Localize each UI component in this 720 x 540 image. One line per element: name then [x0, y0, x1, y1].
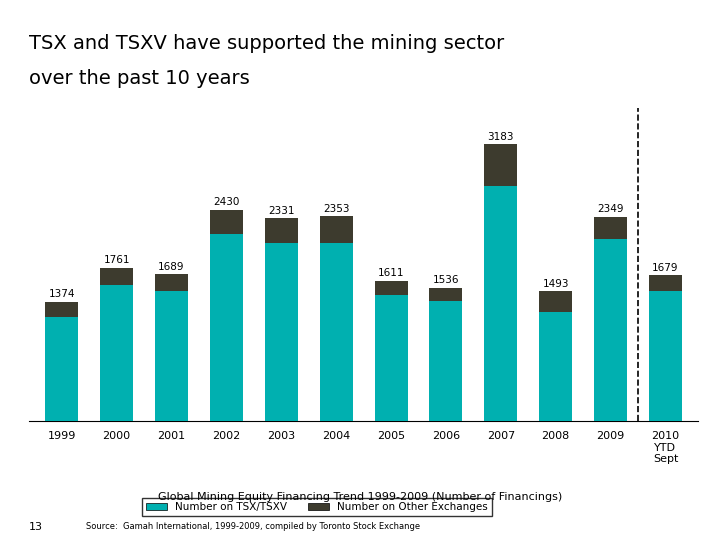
- Text: 1689: 1689: [158, 262, 185, 272]
- Bar: [320, 217, 353, 243]
- Bar: [594, 217, 627, 239]
- Bar: [265, 218, 298, 243]
- Text: over the past 10 years: over the past 10 years: [29, 69, 250, 88]
- Text: TSX and TSXV have supported the mining sector: TSX and TSXV have supported the mining s…: [29, 33, 504, 53]
- Text: 1761: 1761: [104, 255, 130, 265]
- Text: 1536: 1536: [433, 275, 459, 285]
- Bar: [429, 301, 462, 421]
- Text: 1679: 1679: [652, 262, 679, 273]
- Bar: [594, 239, 627, 421]
- Text: 13: 13: [29, 522, 42, 531]
- Bar: [100, 286, 133, 421]
- Bar: [374, 281, 408, 295]
- Text: 3183: 3183: [487, 132, 514, 141]
- Text: 2353: 2353: [323, 204, 349, 214]
- Bar: [155, 291, 188, 421]
- Bar: [649, 291, 682, 421]
- Bar: [539, 313, 572, 421]
- Text: 1374: 1374: [48, 289, 75, 299]
- Bar: [485, 186, 517, 421]
- Bar: [100, 268, 133, 286]
- Legend: Number on TSX/TSXV, Number on Other Exchanges: Number on TSX/TSXV, Number on Other Exch…: [142, 498, 492, 516]
- Bar: [485, 144, 517, 186]
- Bar: [649, 275, 682, 291]
- Bar: [45, 317, 78, 421]
- Bar: [429, 288, 462, 301]
- Bar: [210, 234, 243, 421]
- Text: 1611: 1611: [378, 268, 405, 279]
- Bar: [210, 210, 243, 234]
- Text: 2349: 2349: [598, 204, 624, 214]
- Text: Source:  Gamah International, 1999-2009, compiled by Toronto Stock Exchange: Source: Gamah International, 1999-2009, …: [86, 522, 420, 531]
- Bar: [155, 274, 188, 291]
- Text: 2331: 2331: [268, 206, 294, 216]
- Bar: [374, 295, 408, 421]
- Text: 1493: 1493: [542, 279, 569, 289]
- Bar: [265, 243, 298, 421]
- Bar: [320, 243, 353, 421]
- Bar: [45, 302, 78, 317]
- Text: Global Mining Equity Financing Trend 1999-2009 (Number of Financings): Global Mining Equity Financing Trend 199…: [158, 492, 562, 502]
- Bar: [539, 291, 572, 313]
- Text: 2430: 2430: [213, 197, 240, 207]
